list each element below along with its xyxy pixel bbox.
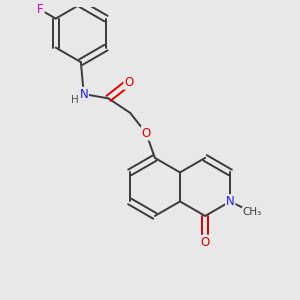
Text: O: O	[200, 236, 210, 249]
Text: F: F	[37, 3, 44, 16]
Text: O: O	[124, 76, 134, 89]
Text: CH₃: CH₃	[243, 208, 262, 218]
Text: N: N	[226, 195, 235, 208]
Text: O: O	[142, 127, 151, 140]
Text: N: N	[80, 88, 88, 100]
Text: H: H	[70, 95, 78, 105]
